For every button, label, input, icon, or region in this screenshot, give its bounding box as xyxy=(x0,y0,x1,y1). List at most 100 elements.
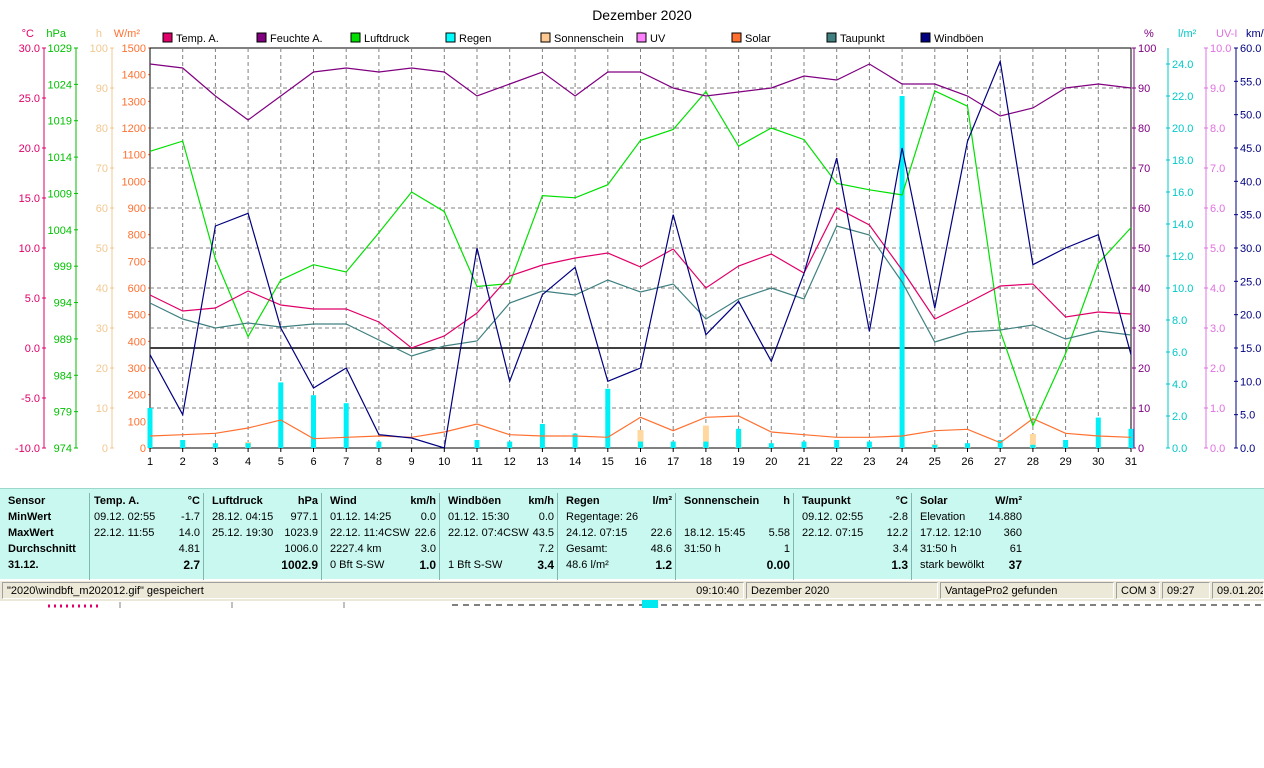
x-tick-label: 23 xyxy=(863,456,875,468)
rain-bar xyxy=(212,443,218,448)
sunshine-bar xyxy=(637,430,644,448)
axis-unit-label: hPa xyxy=(46,28,66,40)
status-message: "2020\windbft_m202012.gif" gespeichert xyxy=(7,585,204,597)
x-tick-label: 21 xyxy=(798,456,810,468)
sun-max-time: 15:45 xyxy=(717,527,746,539)
series-line-solar xyxy=(149,415,1132,444)
axis-tick-label: 15.0 xyxy=(1240,343,1261,355)
legend-swatch xyxy=(731,32,742,43)
axis-unit-label: UV-I xyxy=(1216,28,1237,40)
x-tick-label: 16 xyxy=(634,456,646,468)
axis-tick-label: 1300 xyxy=(122,96,146,108)
pressure-min-value: 977.1 xyxy=(290,511,318,523)
axis-tick-label: 1000 xyxy=(122,176,146,188)
axis-tick-label: 500 xyxy=(128,310,146,322)
rain-bar xyxy=(899,96,905,448)
gust-today: 3.4 xyxy=(537,558,554,572)
axis-tick-label: -10.0 xyxy=(15,443,40,455)
gust-today-bft: 1 Bft S-SW xyxy=(448,559,503,571)
x-tick-label: 9 xyxy=(409,456,415,468)
axis-tick-label: 1014 xyxy=(48,152,72,164)
axis-tick-label: 1004 xyxy=(48,225,72,237)
axis-tick-label: 30.0 xyxy=(19,43,40,55)
axis-tick-label: 10.0 xyxy=(19,243,40,255)
x-tick-label: 26 xyxy=(961,456,973,468)
temp-max-value: 14.0 xyxy=(178,527,200,539)
x-tick-label: 12 xyxy=(504,456,516,468)
axis-tick-label: 989 xyxy=(54,334,72,346)
axis-tick-label: 15.0 xyxy=(19,193,40,205)
axis-tick-label: 999 xyxy=(54,261,72,273)
axis-tick-label: 60 xyxy=(96,203,108,215)
dew-min-value: -2.8 xyxy=(889,511,908,523)
axis-tick-label: 50 xyxy=(96,243,108,255)
x-tick-label: 4 xyxy=(245,456,251,468)
wind-max-date: 22.12. xyxy=(330,527,361,539)
status-message-panel: "2020\windbft_m202012.gif" gespeichert 0… xyxy=(2,582,744,599)
wind-title: Wind xyxy=(330,495,357,507)
stats-sensor-title: Sensor xyxy=(8,495,46,507)
axis-tick-label: 800 xyxy=(128,230,146,242)
x-tick-label: 10 xyxy=(438,456,450,468)
chart-lines xyxy=(149,59,1132,449)
axis-tick-label: -5.0 xyxy=(21,393,40,405)
sun-avg: 1 xyxy=(783,543,790,555)
series-line-feuchte-a- xyxy=(149,63,1132,121)
dew-title: Taupunkt xyxy=(802,495,851,507)
x-tick-label: 24 xyxy=(896,456,908,468)
axis-tick-label: 984 xyxy=(54,370,72,382)
stats-sensor-column: Sensor MinWert MaxWert Durchschnitt 31.1… xyxy=(8,493,90,581)
axis-tick-label: 14.0 xyxy=(1172,219,1193,231)
solar-sum: 31:50 h xyxy=(920,543,957,555)
wind-max-value: 22.6 xyxy=(414,527,436,539)
axis-tick-label: 70 xyxy=(96,163,108,175)
row-label-min: MinWert xyxy=(8,511,52,523)
x-tick-label: 11 xyxy=(471,456,482,468)
rain-today: 1.2 xyxy=(655,558,672,572)
axis-tick-label: 974 xyxy=(54,443,72,455)
gust-title: Windböen xyxy=(448,495,502,507)
series-line-windb-en xyxy=(149,59,1132,449)
axis-tick-label: 0 xyxy=(102,443,108,455)
stats-pressure-column: Luftdruck hPa 28.12. 04:15 977.1 25.12. 19… xyxy=(212,493,322,581)
rain-bar xyxy=(147,408,153,448)
wind-max-time: 11:4CSW xyxy=(363,527,410,539)
sun-max-value: 5.58 xyxy=(768,527,790,539)
axis-tick-label: 994 xyxy=(54,298,72,310)
rain-bar xyxy=(638,441,643,448)
axis-tick-label: 45.0 xyxy=(1240,143,1261,155)
pressure-max-value: 1023.9 xyxy=(284,527,318,539)
axis-tick-label: 12.0 xyxy=(1172,251,1193,263)
axis-tick-label: 100 xyxy=(1138,43,1156,55)
dew-avg: 3.4 xyxy=(892,543,908,555)
x-tick-label: 19 xyxy=(732,456,744,468)
axis-tick-label: 200 xyxy=(128,390,146,402)
legend-item: Taupunkt xyxy=(840,33,885,45)
axis-tick-label: 30.0 xyxy=(1240,243,1261,255)
axis-tick-label: 18.0 xyxy=(1172,155,1193,167)
axis-tick-label: 30 xyxy=(96,323,108,335)
x-tick-label: 5 xyxy=(278,456,284,468)
rain-bar xyxy=(1095,417,1101,448)
x-tick-label: 3 xyxy=(212,456,218,468)
gust-max-date: 22.12. xyxy=(448,527,479,539)
legend-swatch xyxy=(540,32,551,43)
axis-tick-label: 5.0 xyxy=(25,293,40,305)
axis-tick-label: 60.0 xyxy=(1240,43,1261,55)
rain-bar xyxy=(311,395,316,448)
axis-tick-label: 2.0 xyxy=(1172,411,1187,423)
pressure-max-date: 25.12. xyxy=(212,527,243,539)
rain-bar xyxy=(1030,444,1036,448)
rain-bar xyxy=(670,441,676,448)
legend-item: Temp. A. xyxy=(176,33,219,45)
axis-tick-label: 3.0 xyxy=(1210,323,1225,335)
dew-max-value: 12.2 xyxy=(886,527,908,539)
chart-title: Dezember 2020 xyxy=(592,7,692,23)
axis-unit-label: km/h xyxy=(1246,28,1264,40)
chart-axes: °C 30.0 25.0 20.0 15.0 10.0 5.0 0.0 -5.0 -10.0 hPa… xyxy=(15,28,1264,455)
rain-max-value: 22.6 xyxy=(650,527,672,539)
axis-tick-label: 10.0 xyxy=(1240,376,1261,388)
legend-item: Sonnenschein xyxy=(554,33,624,45)
row-label-today: 31.12. xyxy=(8,559,39,571)
x-tick-label: 29 xyxy=(1059,456,1071,468)
